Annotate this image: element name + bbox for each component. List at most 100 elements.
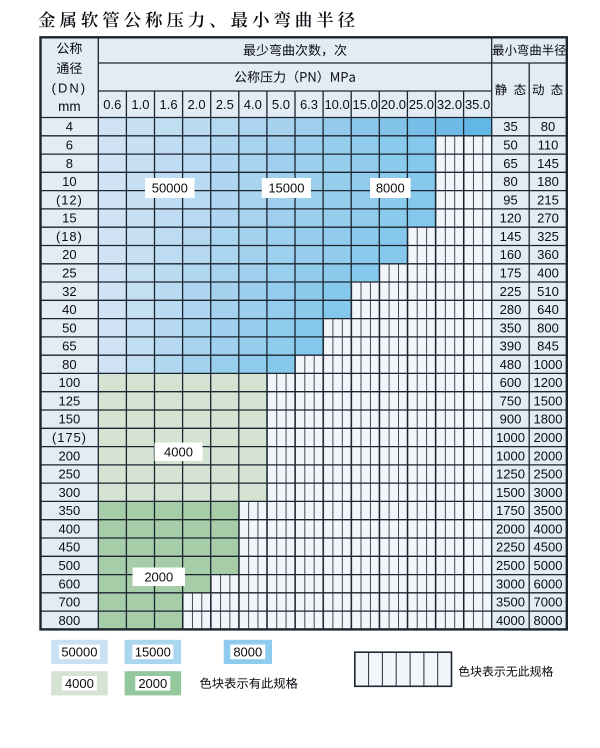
svg-text:640: 640 [537, 302, 559, 317]
svg-text:50: 50 [503, 138, 517, 153]
svg-text:10.0: 10.0 [324, 97, 349, 112]
svg-text:1000: 1000 [534, 357, 563, 372]
svg-text:2000: 2000 [138, 676, 167, 691]
svg-text:350: 350 [500, 320, 522, 335]
svg-text:3500: 3500 [534, 503, 563, 518]
svg-text:1.6: 1.6 [160, 97, 178, 112]
svg-text:15000: 15000 [268, 181, 304, 196]
svg-text:215: 215 [537, 192, 559, 207]
svg-text:32: 32 [62, 284, 76, 299]
svg-text:1000: 1000 [496, 448, 525, 463]
svg-text:360: 360 [537, 247, 559, 262]
svg-text:50000: 50000 [152, 181, 188, 196]
svg-text:125: 125 [59, 394, 81, 409]
svg-text:6: 6 [66, 138, 73, 153]
svg-text:110: 110 [538, 138, 559, 153]
svg-text:390: 390 [500, 339, 522, 354]
svg-text:4: 4 [66, 119, 73, 134]
svg-text:280: 280 [500, 302, 522, 317]
svg-text:900: 900 [500, 412, 522, 427]
svg-text:32.0: 32.0 [437, 97, 462, 112]
svg-text:65: 65 [503, 156, 517, 171]
svg-text:700: 700 [59, 595, 81, 610]
svg-text:800: 800 [537, 320, 559, 335]
svg-text:8000: 8000 [376, 181, 405, 196]
svg-text:(18): (18) [56, 229, 83, 244]
svg-text:15: 15 [62, 211, 76, 226]
svg-text:160: 160 [500, 247, 522, 262]
svg-text:750: 750 [500, 394, 522, 409]
svg-text:1.0: 1.0 [131, 97, 149, 112]
svg-text:145: 145 [537, 156, 559, 171]
svg-text:175: 175 [500, 266, 522, 281]
svg-text:2.5: 2.5 [216, 97, 234, 112]
svg-text:400: 400 [59, 521, 81, 536]
svg-text:100: 100 [59, 375, 81, 390]
svg-text:1750: 1750 [496, 503, 525, 518]
svg-text:20: 20 [62, 247, 76, 262]
svg-text:95: 95 [503, 192, 517, 207]
svg-text:7000: 7000 [534, 595, 563, 610]
svg-text:80: 80 [541, 119, 555, 134]
svg-text:150: 150 [59, 412, 81, 427]
svg-text:450: 450 [59, 540, 81, 555]
svg-text:300: 300 [59, 485, 81, 500]
svg-text:15000: 15000 [135, 645, 171, 660]
svg-text:15.0: 15.0 [353, 97, 378, 112]
svg-text:(DN): (DN) [52, 80, 87, 95]
svg-text:50: 50 [62, 320, 76, 335]
svg-text:845: 845 [537, 339, 559, 354]
svg-text:8000: 8000 [534, 613, 563, 628]
svg-text:4000: 4000 [496, 613, 525, 628]
svg-text:5000: 5000 [534, 558, 563, 573]
svg-text:35: 35 [503, 119, 517, 134]
svg-text:270: 270 [537, 211, 559, 226]
svg-text:(12): (12) [56, 192, 83, 207]
svg-text:8000: 8000 [233, 645, 262, 660]
svg-text:325: 325 [537, 229, 559, 244]
svg-text:400: 400 [537, 266, 559, 281]
svg-text:4000: 4000 [164, 444, 193, 459]
svg-text:1200: 1200 [534, 375, 563, 390]
svg-text:50000: 50000 [61, 645, 97, 660]
svg-text:2000: 2000 [496, 521, 525, 536]
svg-text:25.0: 25.0 [409, 97, 434, 112]
svg-text:10: 10 [62, 174, 76, 189]
svg-text:1500: 1500 [496, 485, 525, 500]
svg-text:65: 65 [62, 339, 76, 354]
svg-text:20.0: 20.0 [381, 97, 406, 112]
svg-text:2000: 2000 [534, 430, 563, 445]
svg-text:3500: 3500 [496, 595, 525, 610]
svg-text:250: 250 [59, 467, 81, 482]
svg-text:4000: 4000 [65, 676, 94, 691]
svg-text:0.6: 0.6 [103, 97, 121, 112]
svg-text:1800: 1800 [534, 412, 563, 427]
svg-text:25: 25 [62, 266, 76, 281]
svg-text:2500: 2500 [534, 467, 563, 482]
svg-text:180: 180 [537, 174, 559, 189]
svg-text:80: 80 [503, 174, 517, 189]
svg-text:5.0: 5.0 [272, 97, 290, 112]
svg-text:600: 600 [500, 375, 522, 390]
svg-text:8: 8 [66, 156, 73, 171]
svg-text:225: 225 [500, 284, 522, 299]
svg-text:35.0: 35.0 [465, 97, 490, 112]
svg-text:3000: 3000 [534, 485, 563, 500]
svg-text:2000: 2000 [144, 569, 173, 584]
svg-text:145: 145 [500, 229, 522, 244]
svg-text:1500: 1500 [534, 394, 563, 409]
svg-text:4.0: 4.0 [244, 97, 262, 112]
svg-text:4500: 4500 [534, 540, 563, 555]
svg-text:1250: 1250 [496, 467, 525, 482]
svg-text:120: 120 [500, 211, 522, 226]
svg-text:6.3: 6.3 [300, 97, 318, 112]
svg-text:2.0: 2.0 [188, 97, 206, 112]
svg-text:510: 510 [537, 284, 559, 299]
svg-text:1000: 1000 [496, 430, 525, 445]
svg-text:mm: mm [58, 99, 81, 114]
svg-text:(175): (175) [52, 430, 87, 445]
svg-text:4000: 4000 [534, 521, 563, 536]
svg-text:480: 480 [500, 357, 522, 372]
svg-text:2250: 2250 [496, 540, 525, 555]
svg-text:6000: 6000 [534, 576, 563, 591]
